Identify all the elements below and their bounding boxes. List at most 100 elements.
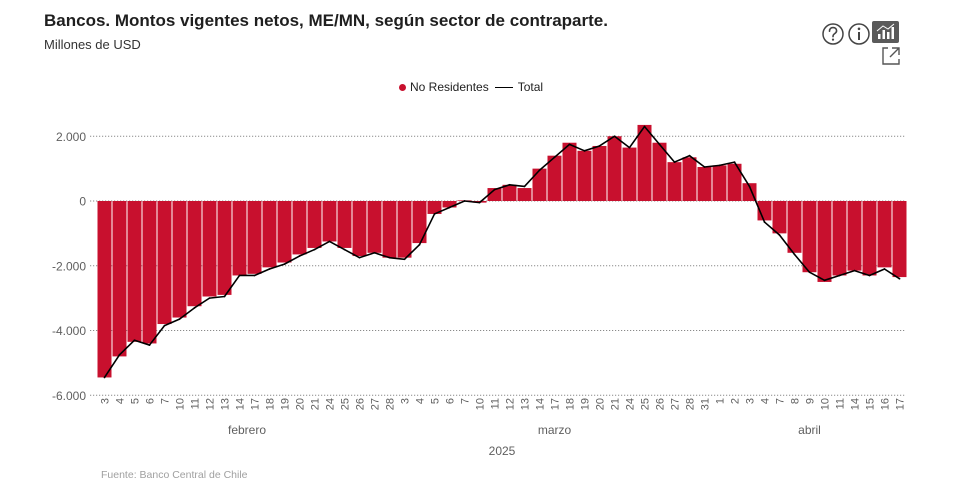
- bar-no-residentes[interactable]: [142, 201, 157, 344]
- x-tick-label: 18: [564, 398, 576, 410]
- bar-no-residentes[interactable]: [892, 201, 907, 278]
- legend-dot-no-residentes: [399, 83, 406, 91]
- bar-no-residentes[interactable]: [817, 201, 832, 282]
- bar-no-residentes[interactable]: [832, 201, 847, 276]
- total-line-point: [328, 240, 331, 243]
- total-line-point: [508, 183, 511, 186]
- bar-no-residentes[interactable]: [112, 201, 127, 357]
- month-label: marzo: [538, 423, 572, 437]
- bar-no-residentes[interactable]: [652, 142, 667, 201]
- bar-no-residentes[interactable]: [247, 201, 262, 274]
- total-line-point: [553, 156, 556, 159]
- bar-no-residentes[interactable]: [772, 201, 787, 234]
- total-line-point: [448, 206, 451, 209]
- x-tick-label: 31: [699, 398, 711, 410]
- total-line-point: [793, 253, 796, 256]
- bar-no-residentes[interactable]: [547, 155, 562, 201]
- x-tick-label: 18: [264, 398, 276, 410]
- x-tick-label: 24: [324, 398, 336, 410]
- bar-no-residentes[interactable]: [442, 201, 457, 208]
- total-line-point: [478, 201, 481, 204]
- bar-no-residentes[interactable]: [397, 201, 412, 258]
- x-tick-label: 28: [684, 398, 696, 410]
- bar-no-residentes[interactable]: [802, 201, 817, 273]
- bar-no-residentes[interactable]: [337, 201, 352, 248]
- x-tick-label: 20: [294, 398, 306, 410]
- total-line-point: [193, 306, 196, 309]
- year-label: 2025: [489, 444, 516, 458]
- bar-no-residentes[interactable]: [202, 201, 217, 297]
- total-line-point: [163, 324, 166, 327]
- bar-no-residentes[interactable]: [97, 201, 112, 378]
- bar-no-residentes[interactable]: [502, 184, 517, 201]
- total-line-point: [208, 297, 211, 300]
- x-tick-label: 11: [189, 398, 201, 409]
- bar-no-residentes[interactable]: [577, 150, 592, 201]
- bar-no-residentes[interactable]: [352, 201, 367, 257]
- x-tick-label: 10: [174, 398, 186, 410]
- bar-no-residentes[interactable]: [307, 201, 322, 248]
- x-tick-label: 10: [474, 398, 486, 410]
- bar-no-residentes[interactable]: [727, 163, 742, 201]
- total-line-point: [838, 274, 841, 277]
- y-tick-label: -2.000: [52, 259, 86, 273]
- bar-no-residentes[interactable]: [217, 201, 232, 295]
- bar-no-residentes[interactable]: [157, 201, 172, 325]
- bar-no-residentes[interactable]: [277, 201, 292, 263]
- x-tick-label: 26: [354, 398, 366, 410]
- bar-no-residentes[interactable]: [712, 165, 727, 201]
- total-line-point: [313, 248, 316, 251]
- info-icon[interactable]: [848, 23, 870, 45]
- bar-no-residentes[interactable]: [682, 157, 697, 201]
- total-line-point: [808, 271, 811, 274]
- bar-no-residentes[interactable]: [607, 136, 622, 201]
- bar-no-residentes[interactable]: [517, 188, 532, 201]
- legend-item-total[interactable]: Total: [494, 80, 543, 94]
- chart-table-toggle-icon[interactable]: [872, 21, 899, 43]
- bar-no-residentes[interactable]: [862, 201, 877, 276]
- bar-no-residentes[interactable]: [187, 201, 202, 307]
- y-tick-label: 2.000: [56, 130, 86, 144]
- bar-no-residentes[interactable]: [292, 201, 307, 255]
- bar-no-residentes[interactable]: [877, 201, 892, 268]
- bar-no-residentes[interactable]: [697, 167, 712, 201]
- x-tick-label: 2: [729, 398, 741, 404]
- bar-no-residentes[interactable]: [367, 201, 382, 253]
- bar-no-residentes[interactable]: [532, 168, 547, 201]
- expand-icon[interactable]: [882, 47, 900, 65]
- bar-no-residentes[interactable]: [262, 201, 277, 268]
- bar-no-residentes[interactable]: [487, 188, 502, 201]
- x-tick-label: 13: [519, 398, 531, 410]
- bar-no-residentes[interactable]: [322, 201, 337, 242]
- bar-no-residentes[interactable]: [667, 162, 682, 201]
- bar-no-residentes[interactable]: [562, 142, 577, 201]
- x-tick-label: 7: [774, 398, 786, 404]
- x-tick-label: 1: [714, 398, 726, 404]
- x-tick-label: 17: [549, 398, 561, 410]
- total-line-point: [118, 353, 121, 356]
- bar-no-residentes[interactable]: [412, 201, 427, 244]
- x-tick-label: 14: [534, 398, 546, 410]
- x-tick-label: 12: [204, 398, 216, 410]
- x-tick-label: 25: [339, 398, 351, 410]
- total-line-point: [463, 200, 466, 202]
- x-tick-label: 12: [504, 398, 516, 410]
- total-line-point: [658, 143, 661, 146]
- total-line-point: [823, 279, 826, 282]
- bar-no-residentes[interactable]: [637, 124, 652, 201]
- bar-no-residentes[interactable]: [847, 201, 862, 271]
- x-tick-label: 28: [384, 398, 396, 410]
- bar-no-residentes[interactable]: [232, 201, 247, 276]
- x-tick-label: 15: [864, 398, 876, 410]
- bar-no-residentes[interactable]: [172, 201, 187, 318]
- month-label: febrero: [228, 423, 266, 437]
- bar-no-residentes[interactable]: [427, 201, 442, 214]
- total-line-point: [598, 145, 601, 147]
- help-icon[interactable]: [822, 23, 844, 45]
- legend-item-no-residentes[interactable]: No Residentes: [399, 80, 489, 94]
- bar-no-residentes[interactable]: [787, 201, 802, 253]
- bar-no-residentes[interactable]: [592, 145, 607, 201]
- bar-no-residentes[interactable]: [382, 201, 397, 258]
- bar-no-residentes[interactable]: [127, 201, 142, 342]
- bar-no-residentes[interactable]: [622, 147, 637, 201]
